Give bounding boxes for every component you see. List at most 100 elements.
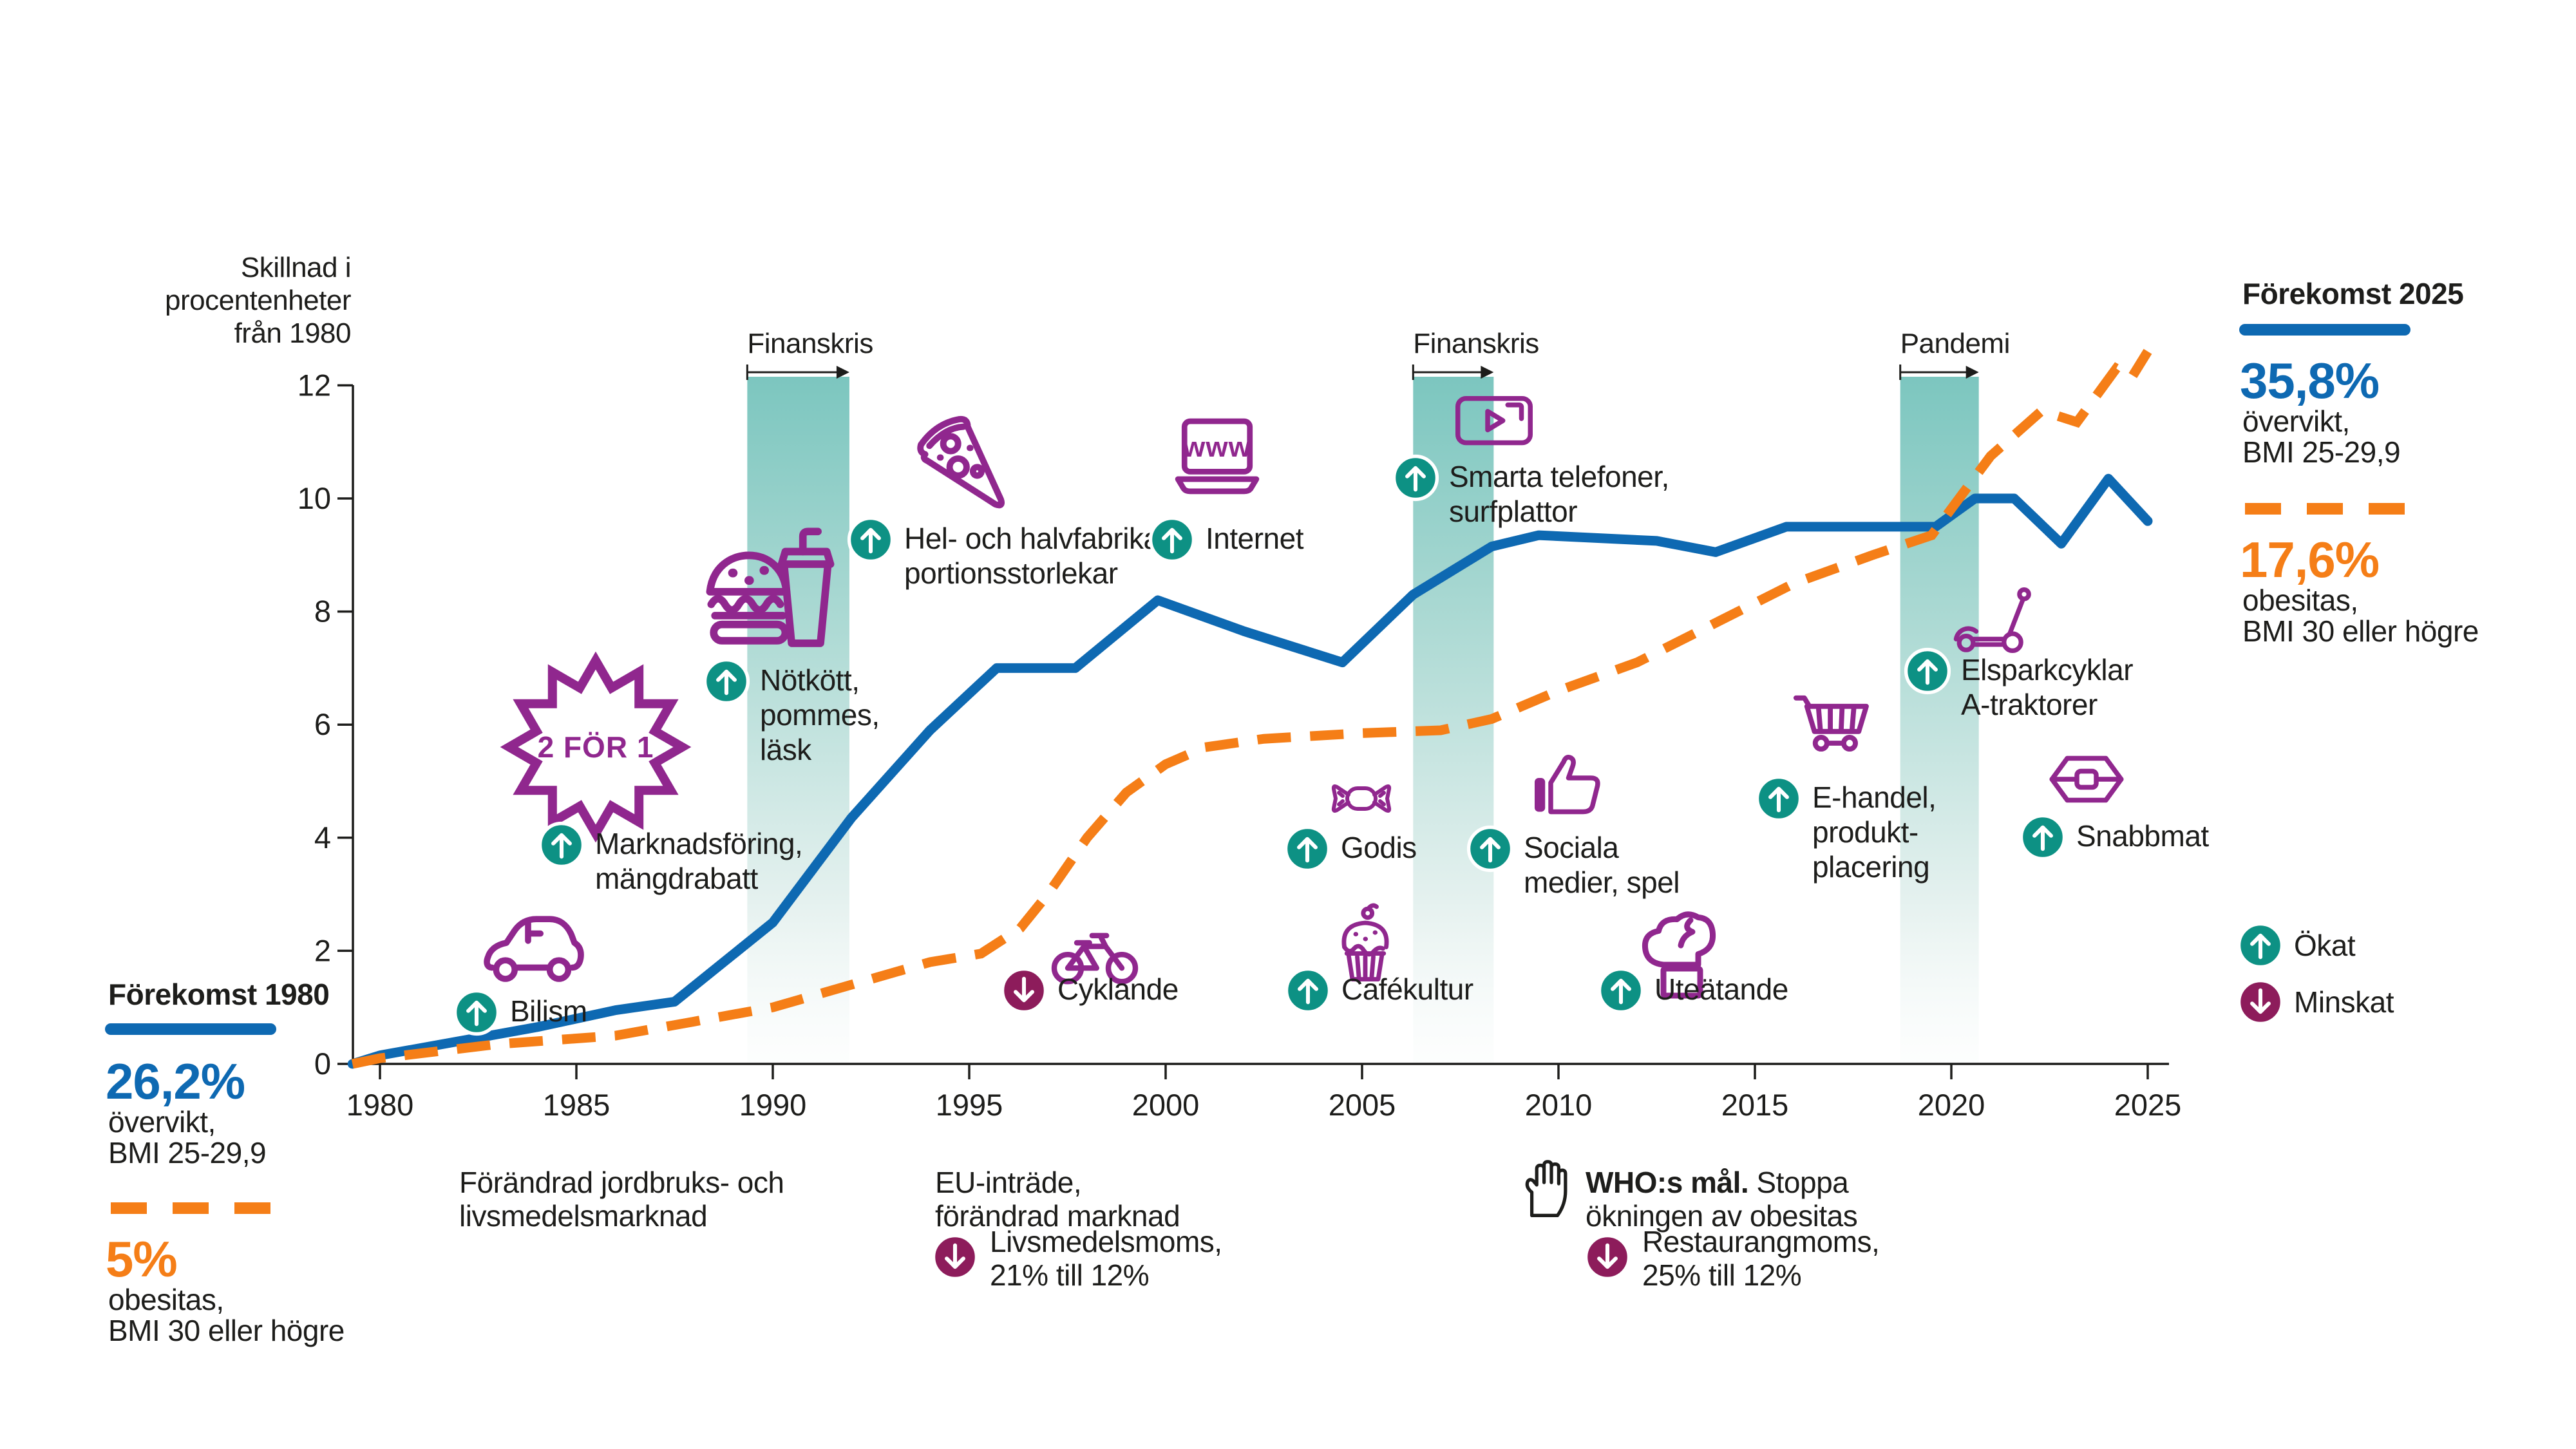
annotation-cafekultur: Cafékultur xyxy=(1287,905,1473,1012)
annotation-notkott: Nötkött,pommes,läsk xyxy=(705,531,880,766)
y-axis-title-line3: från 1980 xyxy=(234,317,351,349)
annotation-internet: www Internet xyxy=(1151,421,1304,561)
increase-arrow-icon xyxy=(540,824,583,867)
annotation-snabbmat: Snabbmat xyxy=(2022,759,2210,859)
car-icon xyxy=(487,919,581,979)
note-who-line2: ökningen av obesitas xyxy=(1586,1199,1857,1233)
note-agriculture-line1: Förändrad jordbruks- och xyxy=(459,1166,784,1199)
annotation-label: medier, spel xyxy=(1524,866,1680,899)
legend-2025-obesity-label1: obesitas, xyxy=(2242,583,2358,617)
decrease-arrow-icon xyxy=(1586,1236,1629,1279)
x-tick-label: 2000 xyxy=(1132,1088,1200,1122)
x-tick-label: 2025 xyxy=(2114,1088,2182,1122)
increase-arrow-icon xyxy=(2022,816,2065,859)
x-tick-label: 1980 xyxy=(346,1088,414,1122)
change-legend-increased: Ökat xyxy=(2294,929,2356,962)
overweight-line xyxy=(347,473,2153,1069)
annotation-halvfabrikat: Hel- och halvfabrikat,portionsstorlekar xyxy=(849,419,1176,590)
annotation-label: Marknadsföring, xyxy=(595,827,802,860)
note-food-vat-line2: 21% till 12% xyxy=(990,1258,1149,1292)
annotation-cyklande: Cyklande xyxy=(1003,936,1179,1012)
legend-2025-obesity-label2: BMI 30 eller högre xyxy=(2242,614,2479,648)
obesity-line xyxy=(351,348,2152,1069)
y-tick-label: 10 xyxy=(298,481,331,515)
annotation-marknadsforing: 2 FÖR 1 Marknadsföring,mängdrabatt xyxy=(509,661,803,895)
annotation-godis: Godis xyxy=(1286,786,1417,870)
annotation-label: A-traktorer xyxy=(1961,688,2098,721)
band-arrow-head xyxy=(1481,366,1494,379)
annotation-label: Godis xyxy=(1341,831,1417,864)
annotation-bilism: Bilism xyxy=(455,919,587,1034)
annotation-label: surfplattor xyxy=(1449,495,1577,528)
increase-arrow-icon xyxy=(1151,518,1194,562)
legend-2025-overweight-label1: övervikt, xyxy=(2242,404,2350,438)
axis-ticks: 12 10 8 6 4 2 0 1980 1985 1990 1995 2000 2005 2010 201… xyxy=(298,368,2182,1122)
x-tick-label: 1990 xyxy=(739,1088,807,1122)
decrease-arrow-icon xyxy=(934,1236,977,1279)
annotation-uteatande: Uteätande xyxy=(1600,914,1788,1012)
annotation-label: Sociala xyxy=(1524,831,1619,864)
note-restaurant-vat-line1: Restaurangmoms, xyxy=(1642,1225,1879,1258)
change-legend-decreased: Minskat xyxy=(2294,985,2394,1019)
increase-arrow-icon xyxy=(1600,969,1643,1012)
band-arrow-head xyxy=(836,366,849,379)
increase-arrow-icon xyxy=(849,518,893,562)
annotation-label: pommes, xyxy=(760,698,880,732)
note-agriculture-line2: livsmedelsmarknad xyxy=(459,1199,707,1233)
annotation-label: Cafékultur xyxy=(1341,972,1473,1006)
annotation-label: E-handel, xyxy=(1812,781,1936,814)
increase-arrow-icon xyxy=(1469,828,1512,871)
data-series xyxy=(347,348,2153,1069)
band-label: Finanskris xyxy=(1413,328,1539,359)
note-eu-line1: EU-inträde, xyxy=(935,1166,1081,1199)
annotation-label: Elsparkcyklar xyxy=(1961,653,2133,687)
y-axis-title: Skillnad i procentenheter från 1980 xyxy=(165,252,352,349)
marknadsforing-inner-text: 2 FÖR 1 xyxy=(538,730,654,764)
y-tick-label: 2 xyxy=(314,933,331,967)
annotation-label: läsk xyxy=(760,733,812,766)
annotations: Bilism 2 FÖR 1 Marknadsföring,mängdrabatt N… xyxy=(455,399,2210,1034)
legend-1980-obesity-label1: obesitas, xyxy=(108,1283,224,1316)
annotation-label: Nötkött, xyxy=(760,663,860,697)
annotation-label: Internet xyxy=(1206,522,1304,555)
note-who: WHO:s mål. Stoppa xyxy=(1586,1166,1849,1199)
band-label: Pandemi xyxy=(1900,328,2010,359)
takeout-icon xyxy=(2052,759,2121,800)
below-axis-notes: Förändrad jordbruks- och livsmedelsmarkn… xyxy=(459,1162,1880,1292)
note-restaurant-vat-line2: 25% till 12% xyxy=(1642,1258,1801,1292)
legend-1980-overweight-value: 26,2% xyxy=(106,1053,245,1110)
annotation-label: Smarta telefoner, xyxy=(1449,460,1669,493)
y-axis-title-line1: Skillnad i xyxy=(241,252,351,283)
annotation-label: placering xyxy=(1812,850,1929,884)
annotation-label: Snabbmat xyxy=(2076,819,2209,853)
annotation-label: portionsstorlekar xyxy=(904,556,1118,590)
cupcake-icon xyxy=(1344,905,1387,980)
legend-1980: Förekomst 1980 26,2% övervikt, BMI 25-29… xyxy=(105,978,345,1347)
crisis-band xyxy=(747,377,849,1063)
increase-arrow-icon xyxy=(1287,969,1330,1012)
x-tick-label: 1995 xyxy=(936,1088,1003,1122)
stop-hand-icon xyxy=(1527,1162,1566,1216)
annotation-label: Bilism xyxy=(510,994,587,1028)
increase-arrow-icon xyxy=(1906,650,1949,693)
legend-2025: Förekomst 2025 35,8% övervikt, BMI 25-29… xyxy=(2239,277,2479,648)
annotation-label: Uteätande xyxy=(1654,972,1788,1006)
legend-1980-overweight-label1: övervikt, xyxy=(108,1105,216,1139)
band-arrow-head xyxy=(1965,366,1979,379)
band-extent-arrow xyxy=(1899,365,1969,380)
band-label: Finanskris xyxy=(747,328,873,359)
annotation-label: produkt- xyxy=(1812,815,1918,849)
note-eu-line2: förändrad marknad xyxy=(935,1199,1180,1233)
annotation-label: Hel- och halvfabrikat, xyxy=(904,522,1175,555)
band-extent-arrow xyxy=(1412,365,1484,380)
y-tick-label: 0 xyxy=(314,1046,331,1081)
thumbs-icon xyxy=(1535,757,1598,812)
legend-1980-obesity-label2: BMI 30 eller högre xyxy=(108,1314,345,1347)
annotation-smarta: Smarta telefoner,surfplattor xyxy=(1394,399,1669,528)
candy-icon xyxy=(1334,786,1389,811)
legend-2025-title: Förekomst 2025 xyxy=(2242,277,2463,310)
decrease-arrow-icon xyxy=(2239,981,2282,1024)
y-tick-label: 4 xyxy=(314,820,331,855)
